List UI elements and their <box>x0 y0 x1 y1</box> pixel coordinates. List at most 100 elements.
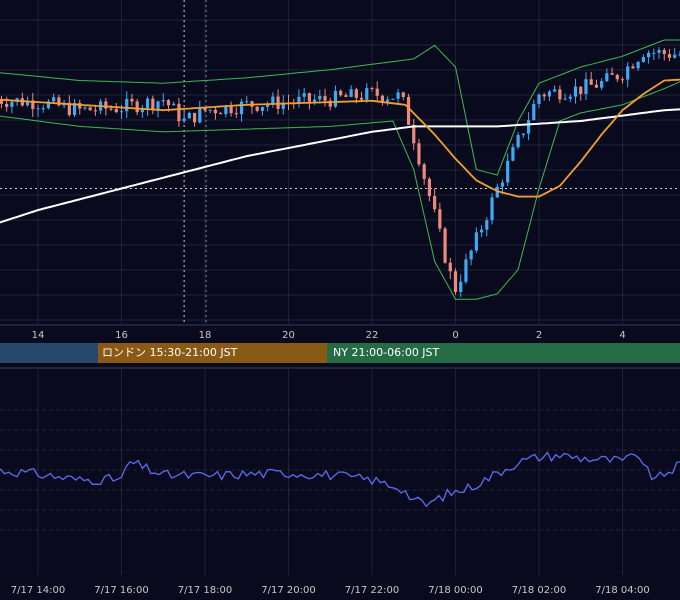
candle-body-down <box>359 97 364 100</box>
candle-body-down <box>443 228 447 263</box>
candle-body-down <box>213 109 218 114</box>
candle-body-up <box>636 61 640 69</box>
candle-body-down <box>255 106 259 111</box>
candle-body-up <box>600 81 604 88</box>
candle-body-up <box>271 96 275 105</box>
candle-body-down <box>412 124 416 144</box>
candle-body-down <box>104 101 108 109</box>
x-tick-label: 2 <box>536 330 542 341</box>
candle-body-down <box>579 86 583 94</box>
candle-body-up <box>506 160 510 183</box>
candle-body-down <box>328 100 332 107</box>
candle-body-up <box>626 66 630 80</box>
candle-body-up <box>36 108 40 110</box>
session-bar-ny: NY 21:00-06:00 JST <box>327 343 680 363</box>
candle-body-up <box>281 102 285 109</box>
candle-body-down <box>427 178 432 197</box>
candle-body-down <box>31 100 35 110</box>
candle-body-down <box>130 98 134 102</box>
candle-body-up <box>125 98 129 112</box>
candle-body-down <box>401 92 405 97</box>
candle-body-up <box>537 94 541 104</box>
candle-body-up <box>312 99 317 102</box>
candle-body-down <box>323 96 327 101</box>
candle-body-down <box>0 99 4 104</box>
candle-body-down <box>558 89 562 100</box>
candle-body-up <box>156 101 160 110</box>
candle-body-down <box>276 96 280 109</box>
candle-body-down <box>610 73 614 75</box>
x-tick-label: 14 <box>32 330 45 341</box>
candle-body-up <box>245 101 249 103</box>
candle-body-up <box>584 79 588 94</box>
candle-body-up <box>172 103 176 106</box>
candle-body-down <box>542 94 546 97</box>
candle-body-up <box>365 88 369 100</box>
candle-body-up <box>266 104 270 107</box>
candle-body-down <box>615 74 619 80</box>
candle-body-up <box>198 107 202 123</box>
candle-body-up <box>161 100 165 102</box>
candle-body-down <box>631 66 635 69</box>
osc-x-tick-label: 7/18 04:00 <box>595 585 649 596</box>
x-tick-label: 4 <box>619 330 625 341</box>
candle-body-down <box>177 103 181 122</box>
candle-body-up <box>145 98 150 109</box>
candles-group <box>0 47 680 298</box>
candle-body-up <box>119 111 124 113</box>
bollinger-lower-line <box>0 81 680 300</box>
candle-body-up <box>678 54 680 56</box>
candle-body-up <box>469 250 473 260</box>
osc-x-tick-label: 7/17 22:00 <box>345 585 399 596</box>
candle-body-down <box>406 96 411 125</box>
candle-body-down <box>234 113 238 115</box>
candle-body-up <box>479 229 484 233</box>
candle-body-up <box>182 118 186 122</box>
candle-body-up <box>297 96 301 104</box>
candle-body-up <box>52 97 56 102</box>
candle-body-up <box>386 99 390 102</box>
candle-body-down <box>380 95 385 102</box>
candle-body-up <box>547 91 552 97</box>
candle-body-down <box>417 143 421 165</box>
bollinger-upper-line <box>0 39 680 176</box>
osc-x-tick-label: 7/17 16:00 <box>94 585 148 596</box>
candle-body-down <box>433 196 437 210</box>
osc-x-tick-label: 7/18 00:00 <box>428 585 482 596</box>
short-moving-average-line <box>0 78 680 198</box>
candle-body-down <box>422 164 426 179</box>
candle-body-up <box>573 86 578 97</box>
candle-body-down <box>57 97 61 106</box>
candle-body-up <box>464 259 468 282</box>
candle-body-down <box>5 103 9 107</box>
candle-body-up <box>333 90 338 107</box>
candle-body-down <box>370 88 374 90</box>
x-tick-label: 22 <box>366 330 379 341</box>
candle-body-down <box>620 79 625 81</box>
candle-body-up <box>459 281 463 293</box>
candle-body-down <box>307 93 311 102</box>
candle-body-up <box>646 52 651 58</box>
osc-x-tick-label: 7/17 14:00 <box>11 585 65 596</box>
candle-body-up <box>46 101 51 109</box>
candle-body-down <box>93 110 98 112</box>
candle-body-up <box>224 105 228 115</box>
x-tick-label: 20 <box>282 330 295 341</box>
candle-body-down <box>192 112 197 123</box>
candle-body-up <box>208 109 212 111</box>
candle-body-up <box>521 133 525 135</box>
candle-body-down <box>339 90 343 96</box>
price-panel-bg <box>0 0 680 325</box>
candle-body-up <box>349 89 353 97</box>
candle-body-down <box>344 95 348 97</box>
candle-body-down <box>88 107 92 111</box>
candle-body-down <box>67 102 71 115</box>
candle-body-up <box>516 134 520 148</box>
osc-x-tick-label: 7/18 02:00 <box>512 585 566 596</box>
candle-body-down <box>109 108 113 110</box>
long-moving-average-line <box>0 108 680 224</box>
candle-body-down <box>135 101 139 113</box>
candle-body-down <box>203 107 207 111</box>
